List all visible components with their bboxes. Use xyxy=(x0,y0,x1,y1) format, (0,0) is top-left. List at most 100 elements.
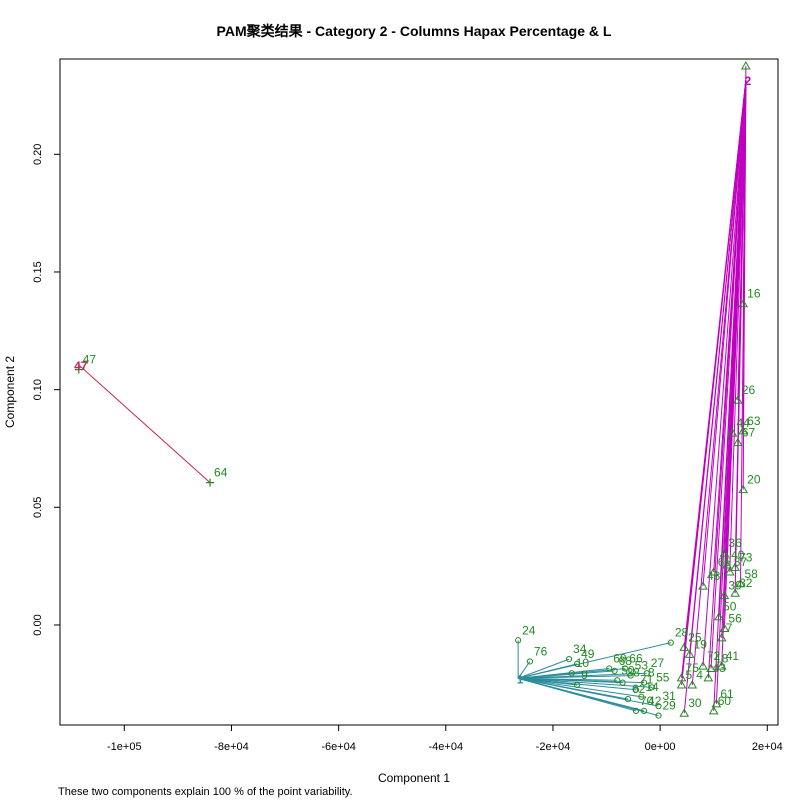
point-label: 31 xyxy=(663,689,677,703)
point-label: 66 xyxy=(629,652,643,666)
cluster-connector-line xyxy=(729,80,747,573)
y-axis-label: Component 2 xyxy=(3,356,17,428)
cluster-connector-line xyxy=(713,80,747,711)
x-tick-label: -8e+04 xyxy=(214,741,249,753)
data-point xyxy=(611,667,618,674)
point-label: 49 xyxy=(581,647,595,661)
point-label: 38 xyxy=(627,666,641,680)
data-point xyxy=(619,679,626,686)
point-label: 20 xyxy=(747,473,761,487)
point-label: 48 xyxy=(707,569,721,583)
data-point xyxy=(624,696,632,703)
point-label: 64 xyxy=(214,466,228,480)
point-label: 7 xyxy=(726,621,733,635)
x-tick-label: -1e+05 xyxy=(107,741,142,753)
x-axis-label: Component 1 xyxy=(378,771,450,785)
cluster-connector-line xyxy=(78,364,211,483)
data-point xyxy=(719,548,730,557)
data-point xyxy=(738,298,749,308)
data-point xyxy=(667,639,674,646)
data-point xyxy=(632,686,640,693)
cluster-medoid-label: 1 xyxy=(517,672,524,686)
point-label: 43 xyxy=(712,661,726,675)
point-label: 50 xyxy=(621,663,635,677)
y-axis: 0.00 0.05 0.10 0.15 0.20 xyxy=(32,144,60,636)
data-point xyxy=(573,681,581,689)
x-tick-label: -6e+04 xyxy=(321,741,356,753)
data-point xyxy=(526,658,534,665)
point-label: 29 xyxy=(663,699,677,713)
data-point xyxy=(703,672,714,682)
x-tick-label: -4e+04 xyxy=(429,741,464,753)
cluster-connector-line xyxy=(517,677,659,717)
data-point xyxy=(565,656,573,663)
plot-border xyxy=(59,58,779,726)
data-point xyxy=(573,660,581,667)
data-point xyxy=(732,395,743,404)
data-point xyxy=(643,670,650,677)
point-label: 50 xyxy=(723,600,737,614)
point-label: 28 xyxy=(675,626,689,640)
point-label: 67 xyxy=(742,426,756,440)
data-point xyxy=(648,684,656,691)
y-tick-label: 0.05 xyxy=(32,497,44,518)
cluster-connector-line xyxy=(518,677,659,707)
point-label: 55 xyxy=(656,670,670,684)
data-point xyxy=(698,661,708,670)
data-point xyxy=(614,677,621,684)
data-point xyxy=(724,567,735,576)
point-label: 76 xyxy=(534,644,548,658)
data-point xyxy=(627,672,634,679)
point-label: 75 xyxy=(686,661,700,675)
point-label: 61 xyxy=(720,687,734,701)
data-point xyxy=(698,581,708,590)
cluster-connector-line xyxy=(691,80,747,686)
point-label: 39 xyxy=(728,579,742,593)
data-point xyxy=(679,642,690,651)
cluster-connector-line xyxy=(734,80,747,594)
point-label: 44 xyxy=(736,416,750,430)
data-point xyxy=(632,707,640,714)
point-label: 5 xyxy=(686,668,693,682)
point-label: 19 xyxy=(694,637,708,651)
cluster-connector-line xyxy=(721,80,747,667)
point-label: 60 xyxy=(718,694,732,708)
y-tick-label: 0.00 xyxy=(32,614,44,635)
point-label: 27 xyxy=(651,656,665,670)
data-point xyxy=(568,670,575,677)
cluster-connector-lines xyxy=(78,66,747,717)
data-point xyxy=(622,665,629,672)
y-tick-label: 0.15 xyxy=(32,261,44,282)
x-tick-label: 2e+04 xyxy=(752,741,783,753)
cluster-medoid-label: 2 xyxy=(745,74,752,88)
data-point xyxy=(606,665,613,672)
data-point xyxy=(638,693,645,700)
cluster-connector-line xyxy=(518,677,653,688)
data-point xyxy=(684,649,695,658)
data-point xyxy=(515,637,522,644)
cluster-connector-line xyxy=(681,80,747,686)
data-point xyxy=(719,623,730,633)
variability-footnote: These two components explain 100 % of th… xyxy=(58,786,353,798)
data-points-layer xyxy=(74,61,751,719)
y-tick-label: 0.10 xyxy=(32,379,44,400)
point-label: 47 xyxy=(83,353,97,367)
cluster-connector-line xyxy=(518,672,647,679)
cluster-connector-line xyxy=(517,658,570,679)
point-label: 24 xyxy=(522,623,536,637)
data-point xyxy=(655,703,662,710)
data-point xyxy=(676,679,687,689)
data-point xyxy=(679,708,690,717)
data-point xyxy=(730,588,740,597)
point-label: 56 xyxy=(728,612,742,626)
data-point xyxy=(740,61,751,70)
data-point xyxy=(708,705,719,715)
data-point xyxy=(730,562,740,571)
data-point xyxy=(206,478,215,487)
point-label: 62 xyxy=(632,682,646,696)
point-label: 26 xyxy=(742,383,756,397)
point-label: 37 xyxy=(734,555,748,569)
point-label: 18 xyxy=(715,652,729,666)
